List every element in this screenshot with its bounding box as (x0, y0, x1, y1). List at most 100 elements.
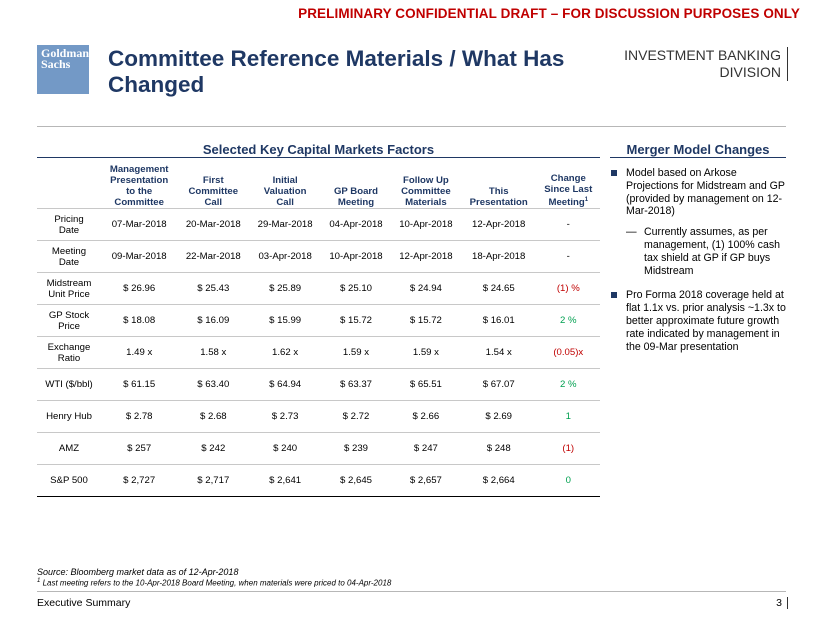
column-header-line: Presentation (110, 175, 169, 186)
row-label-line: GP Stock (48, 309, 90, 321)
table-cell: 1.59 x (390, 336, 461, 369)
row-label-line: Pricing (54, 213, 84, 225)
table-cell: $ 2.68 (177, 400, 250, 433)
header-divider (37, 126, 786, 127)
bullet-item: Pro Forma 2018 coverage held at flat 1.1… (610, 289, 788, 353)
division-label: INVESTMENT BANKING DIVISION (624, 47, 788, 81)
footnote-text: Last meeting refers to the 10-Apr-2018 B… (40, 578, 392, 588)
table-cell: $ 2.72 (321, 400, 391, 433)
table-cell: $ 64.94 (249, 368, 322, 401)
right-section-rule (610, 157, 786, 158)
table-cell: 03-Apr-2018 (249, 240, 322, 273)
table-cell: $ 26.96 (101, 272, 178, 305)
table-cell: 07-Mar-2018 (101, 208, 178, 241)
page-number: 3 (776, 597, 788, 609)
column-header-line: Since Last (544, 183, 593, 195)
row-label: Exchange Ratio (37, 336, 101, 369)
change-cell: 0 (536, 464, 600, 497)
table-cell: 12-Apr-2018 (390, 240, 461, 273)
row-label-line: Meeting (51, 245, 87, 257)
table-cell: $ 24.65 (460, 272, 537, 305)
table-cell: 1.54 x (460, 336, 537, 369)
change-cell: 1 (536, 400, 600, 433)
right-section-title: Merger Model Changes (626, 142, 770, 157)
left-section-rule (37, 157, 600, 158)
division-line-1: INVESTMENT BANKING (624, 47, 781, 63)
confidential-banner: PRELIMINARY CONFIDENTIAL DRAFT – FOR DIS… (298, 6, 800, 21)
table-cell: $ 2.73 (249, 400, 322, 433)
column-header-line: Management (109, 164, 169, 175)
table-cell: $ 2,641 (249, 464, 322, 497)
footer-divider (37, 591, 786, 592)
row-label: Meeting Date (37, 240, 101, 273)
table-cell: $ 24.94 (390, 272, 461, 305)
table-cell: 29-Mar-2018 (249, 208, 322, 241)
table-row: Pricing Date 07-Mar-2018 20-Mar-2018 29-Mar-… (37, 208, 600, 241)
logo-line-2: Sachs (41, 57, 71, 71)
table-cell: $ 2,727 (101, 464, 178, 497)
footnote-marker: 1 (37, 578, 41, 584)
column-header: GP Board Meeting (321, 162, 391, 209)
table-row: Henry Hub $ 2.78 $ 2.68 $ 2.73 $ 2.72 $ 2.66 $… (37, 400, 600, 433)
column-header: Follow Up Committee Materials (391, 162, 461, 209)
column-header-line: GP Board (333, 186, 379, 197)
column-header-line: to the (126, 186, 153, 197)
table-body: Pricing Date 07-Mar-2018 20-Mar-2018 29-Mar-… (37, 208, 600, 497)
table-cell: $ 2,664 (460, 464, 537, 497)
change-cell: (1) % (536, 272, 600, 305)
column-header-footnote-marker: 1 (584, 196, 589, 203)
column-header-line: Meeting (337, 197, 375, 208)
logo-line-1: Goldman (41, 46, 90, 60)
table-cell: $ 25.89 (249, 272, 322, 305)
table-cell: 18-Apr-2018 (460, 240, 537, 273)
table-cell: 12-Apr-2018 (460, 208, 537, 241)
table-cell: $ 257 (101, 432, 178, 465)
change-cell: (1) (536, 432, 600, 465)
table-cell: 22-Mar-2018 (177, 240, 250, 273)
row-label-line: AMZ (58, 443, 80, 454)
change-cell: - (536, 240, 600, 273)
table-header-row: Management Presentation to the Committee Fir… (37, 162, 600, 209)
row-label: Henry Hub (37, 400, 101, 433)
column-header: Initial Valuation Call (249, 162, 321, 209)
table-row: WTI ($/bbl) $ 61.15 $ 63.40 $ 64.94 $ 63.37 $… (37, 368, 600, 401)
row-label-line: Price (58, 320, 80, 332)
row-label-line: S&P 500 (50, 475, 88, 486)
change-cell: 2 % (536, 368, 600, 401)
table-cell: $ 63.40 (177, 368, 250, 401)
left-section-title: Selected Key Capital Markets Factors (202, 142, 435, 157)
column-header-line: Initial (272, 175, 298, 186)
table-cell: $ 248 (460, 432, 537, 465)
table-row: AMZ $ 257 $ 242 $ 240 $ 239 $ 247 $ 248 (1) (37, 432, 600, 465)
table-cell: 10-Apr-2018 (390, 208, 461, 241)
capital-markets-table: Management Presentation to the Committee Fir… (37, 162, 600, 497)
table-cell: $ 2,645 (321, 464, 391, 497)
table-cell: $ 239 (321, 432, 391, 465)
column-header: Change Since Last Meeting1 (537, 162, 600, 209)
column-header-line: Call (204, 197, 223, 208)
column-header-line: Committee (401, 186, 451, 197)
column-header-line: First (202, 175, 224, 186)
column-header-line: Change (550, 172, 586, 184)
bullet-text: Pro Forma 2018 coverage held at flat 1.1… (626, 289, 786, 353)
table-cell: $ 247 (390, 432, 461, 465)
page-title: Committee Reference Materials / What Has… (108, 46, 565, 97)
table-row: Midstream Unit Price $ 26.96 $ 25.43 $ 25.89… (37, 272, 600, 305)
table-cell: $ 15.99 (249, 304, 322, 337)
footnote-1: 1 Last meeting refers to the 10-Apr-2018… (37, 578, 391, 588)
row-label-line: Exchange (47, 341, 91, 353)
bullet-text: Model based on Arkose Projections for Mi… (626, 167, 785, 218)
change-cell: 2 % (536, 304, 600, 337)
table-row: GP Stock Price $ 18.08 $ 16.09 $ 15.99 $ 15.7… (37, 304, 600, 337)
table-row: Exchange Ratio 1.49 x 1.58 x 1.62 x 1.59 x 1.5… (37, 336, 600, 369)
sub-bullet-text: Currently assumes, as per management, (1… (644, 226, 781, 277)
table-cell: $ 16.09 (177, 304, 250, 337)
footer-section-label: Executive Summary (37, 597, 131, 609)
table-row: S&P 500 $ 2,727 $ 2,717 $ 2,641 $ 2,645 $ 2,6… (37, 464, 600, 497)
row-label: Midstream Unit Price (37, 272, 101, 305)
column-header-line: Valuation (263, 186, 307, 197)
column-header-line: Meeting (548, 197, 585, 208)
table-cell: $ 2.69 (460, 400, 537, 433)
table-cell: 1.49 x (101, 336, 178, 369)
column-header-line: This (488, 186, 509, 197)
